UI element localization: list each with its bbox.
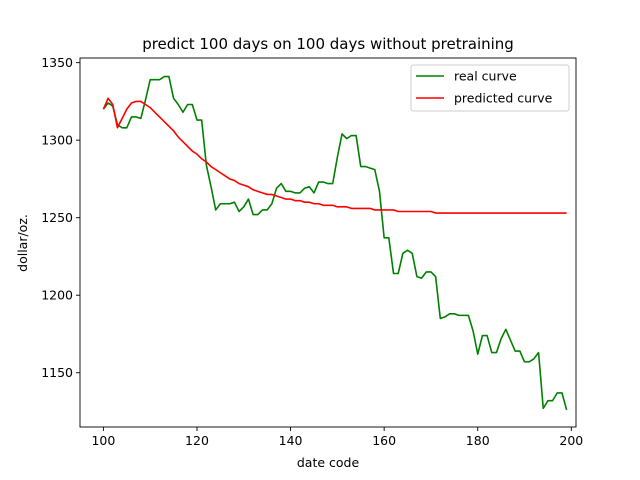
legend-label: real curve xyxy=(454,69,517,84)
y-tick-label: 1350 xyxy=(41,55,73,70)
x-axis: 100 120 140 160 180 200 xyxy=(91,427,583,448)
x-tick-label: 200 xyxy=(559,433,583,448)
x-axis-label: date code xyxy=(297,455,360,470)
x-tick-label: 120 xyxy=(185,433,209,448)
legend: real curve predicted curve xyxy=(410,64,570,112)
y-tick-label: 1150 xyxy=(41,365,73,380)
series-line-predicted-curve xyxy=(102,97,567,214)
legend-label: predicted curve xyxy=(454,91,553,106)
x-tick-label: 100 xyxy=(91,433,115,448)
legend-box xyxy=(410,64,570,112)
x-tick-label: 180 xyxy=(466,433,490,448)
y-axis-label: dollar/oz. xyxy=(15,214,30,272)
series-line-real-curve xyxy=(102,75,568,411)
y-axis: 1150 1200 1250 1300 1350 xyxy=(41,55,80,380)
plot-area xyxy=(79,57,577,428)
chart-title: predict 100 days on 100 days without pre… xyxy=(142,35,514,53)
y-tick-label: 1250 xyxy=(41,210,73,225)
plot-frame xyxy=(79,57,577,428)
y-tick-label: 1200 xyxy=(41,288,73,303)
x-tick-label: 160 xyxy=(372,433,396,448)
y-tick-label: 1300 xyxy=(41,133,73,148)
x-tick-label: 140 xyxy=(279,433,303,448)
